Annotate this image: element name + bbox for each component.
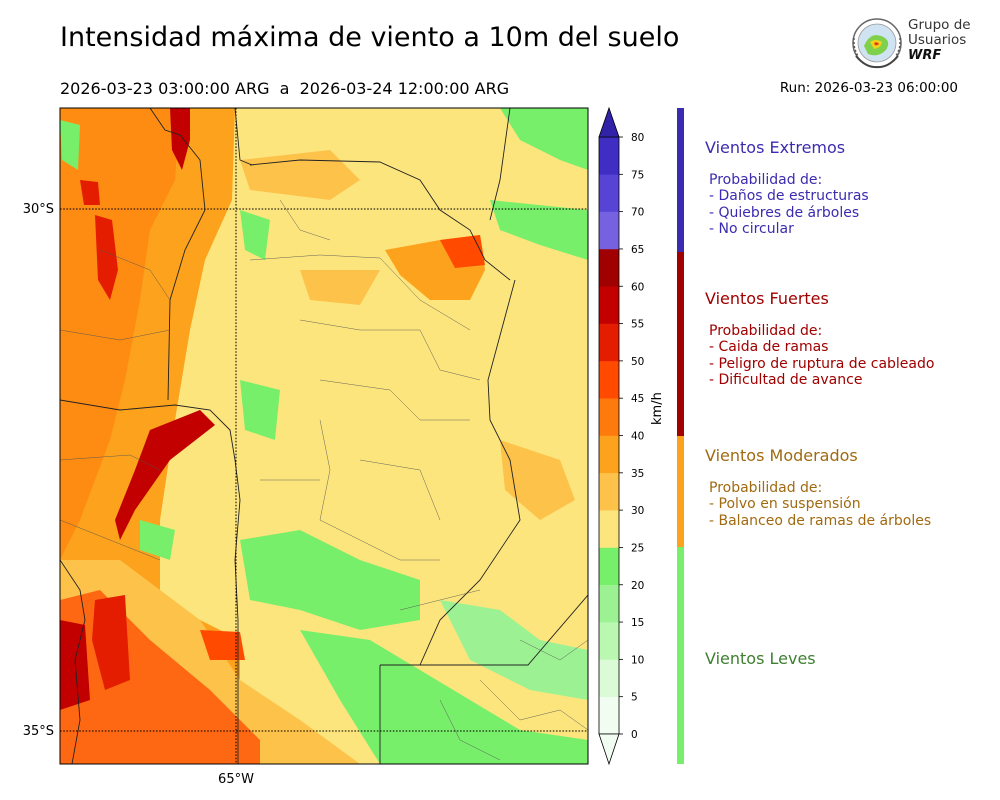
colorbar-cell	[599, 286, 619, 324]
category-title-moderados: Vientos Moderados	[705, 446, 858, 465]
lat-label-35s: 35°S	[23, 724, 54, 739]
logo-line-1: Grupo de	[908, 17, 971, 33]
colorbar-cells	[598, 136, 620, 735]
colorbar-cell	[599, 360, 619, 399]
category-bar-moderados	[677, 436, 684, 547]
category-bar-fuertes	[677, 252, 684, 436]
colorbar: 0 5 10 15 20 25 30 35 40 45 50 55 60 65 70 75 80	[598, 106, 644, 766]
map-frame	[59, 107, 589, 765]
colorbar-tick-label: 50	[631, 356, 644, 368]
globe-icon	[852, 18, 902, 69]
category-desc-line: Probabilidad de:	[709, 172, 823, 188]
colorbar-unit-label: km/h	[650, 392, 665, 425]
category-title-leves: Vientos Leves	[705, 649, 816, 668]
wind-intensity-field	[60, 108, 588, 764]
colorbar-tick-label: 30	[631, 505, 644, 517]
logo-line-2: Usuarios	[908, 32, 967, 48]
colorbar-tick-label: 25	[631, 542, 644, 554]
colorbar-tick-label: 15	[631, 617, 644, 629]
category-desc-fuertes: Probabilidad de: - Caida de ramas - Peli…	[709, 323, 934, 388]
colorbar-tick-label: 80	[631, 132, 644, 144]
colorbar-cell	[599, 659, 619, 697]
category-desc-line: - Peligro de ruptura de cableado	[709, 355, 935, 372]
category-desc-line: - Polvo en suspensión	[709, 496, 861, 513]
category-desc-line: Probabilidad de:	[709, 323, 823, 339]
lon-label-65w: 65°W	[218, 772, 254, 787]
colorbar-cell	[599, 211, 619, 250]
category-desc-line: - Daños de estructuras	[709, 188, 869, 205]
forecast-period: 2026-03-23 03:00:00 ARG a 2026-03-24 12:…	[60, 79, 510, 98]
colorbar-tick-label: 5	[631, 692, 638, 704]
colorbar-cell	[599, 174, 619, 212]
category-desc-line: - Dificultad de avance	[709, 371, 863, 388]
category-title-extremos: Vientos Extremos	[705, 138, 846, 157]
colorbar-cell	[599, 323, 619, 362]
department-borders	[60, 199, 588, 761]
colorbar-cell	[599, 696, 619, 735]
category-desc-line: - Caida de ramas	[709, 339, 829, 356]
colorbar-cell	[599, 472, 619, 511]
colorbar-cell	[599, 398, 619, 436]
map-title: Intensidad máxima de viento a 10m del su…	[60, 22, 680, 53]
colorbar-tick-label: 65	[631, 244, 644, 256]
colorbar-tick-label: 45	[631, 393, 644, 405]
category-desc-moderados: Probabilidad de: - Polvo en suspensión -…	[709, 480, 931, 529]
colorbar-extend-arrow	[598, 106, 620, 138]
wind-map: 30°S 35°S 65°W	[23, 107, 589, 787]
province-borders	[60, 108, 588, 764]
lat-label-30s: 30°S	[23, 202, 54, 217]
colorbar-tick-label: 75	[631, 169, 644, 181]
logo-wordmark: Grupo de Usuarios WRF	[908, 17, 971, 64]
category-bar-leves	[677, 547, 684, 764]
colorbar-tick-label: 20	[631, 580, 644, 592]
colorbar-ticks: 0 5 10 15 20 25 30 35 40 45 50 55 60 65 70 75 80	[619, 132, 644, 741]
colorbar-tick-label: 60	[631, 281, 644, 293]
run-timestamp: Run: 2026-03-23 06:00:00	[779, 80, 958, 96]
category-desc-line: - Balanceo de ramas de árboles	[709, 512, 932, 529]
colorbar-cell	[599, 435, 619, 474]
category-desc-extremos: Probabilidad de: - Daños de estructuras …	[709, 172, 869, 237]
colorbar-cell	[599, 584, 619, 623]
category-desc-line: - Quiebres de árboles	[709, 204, 860, 221]
colorbar-cell	[599, 137, 619, 175]
colorbar-tick-label: 35	[631, 468, 644, 480]
category-bar	[677, 108, 684, 764]
category-desc-line: Probabilidad de:	[709, 480, 823, 496]
category-bar-extremos	[677, 108, 684, 252]
colorbar-cell	[599, 510, 619, 548]
category-desc-line: - No circular	[709, 220, 794, 237]
colorbar-cell	[599, 547, 619, 586]
category-title-fuertes: Vientos Fuertes	[705, 289, 829, 308]
colorbar-tick-label: 10	[631, 654, 644, 666]
colorbar-tick-label: 70	[631, 207, 644, 219]
colorbar-tick-label: 0	[631, 729, 638, 741]
colorbar-cell	[599, 622, 619, 660]
colorbar-tick-label: 55	[631, 319, 644, 331]
logo-line-3: WRF	[908, 48, 942, 63]
graticule	[60, 108, 588, 764]
colorbar-bottom-arrow	[598, 733, 620, 766]
wrf-group-logo	[852, 18, 902, 69]
colorbar-cell	[599, 248, 619, 287]
colorbar-tick-label: 40	[631, 431, 644, 443]
